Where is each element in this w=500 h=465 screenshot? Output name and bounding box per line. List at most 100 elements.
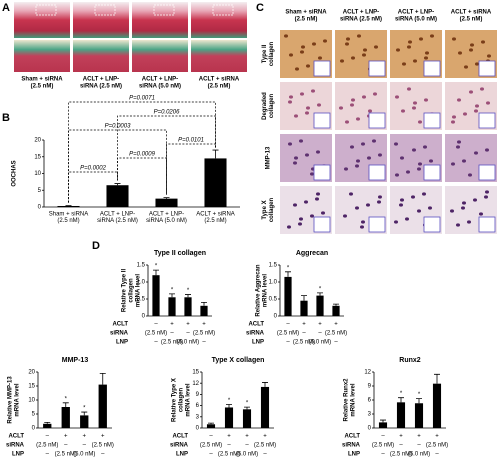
histology-image [132, 2, 188, 38]
condition-cell: + [227, 434, 231, 440]
cell [419, 37, 423, 41]
condition-cell: (2.5 nM) [218, 452, 240, 458]
histology-image [14, 2, 70, 38]
significance-mark: * [228, 398, 231, 404]
cell [357, 34, 361, 38]
condition-cell: – [381, 452, 385, 458]
cell [288, 100, 292, 104]
chart-title: Aggrecan [296, 250, 328, 257]
cell [424, 98, 428, 102]
chart-title: Type II collagen [154, 250, 206, 257]
error-bar [333, 303, 339, 306]
cell [462, 201, 466, 205]
cell [407, 87, 411, 91]
y-axis-label: mRNA level [136, 274, 142, 307]
cell [422, 192, 426, 196]
cell [394, 220, 398, 224]
inset [423, 216, 441, 233]
condition-cell: – [381, 434, 385, 440]
cell [304, 200, 308, 204]
cell [345, 42, 349, 46]
cell [366, 203, 370, 207]
y-tick-label: 12 [364, 370, 371, 376]
cell [362, 95, 366, 99]
condition-cell: + [263, 434, 267, 440]
y-tick-label: 5 [32, 412, 36, 418]
cell [377, 200, 381, 204]
cell [367, 156, 371, 160]
chart-title: Type X collagen [212, 357, 265, 364]
cell [468, 173, 472, 177]
condition-cell: + [170, 322, 174, 328]
cell [361, 142, 365, 146]
row-label: Type X [262, 200, 268, 219]
cell [343, 214, 347, 218]
condition-label: siRNA [170, 443, 189, 449]
cell [400, 198, 404, 202]
histology-image [73, 40, 129, 72]
cell [456, 145, 460, 149]
condition-cell: – [170, 331, 174, 337]
cell [423, 145, 427, 149]
condition-cell: – [154, 322, 158, 328]
cell [470, 43, 474, 47]
condition-cell: + [186, 322, 190, 328]
condition-cell: – [263, 452, 267, 458]
cell [355, 206, 359, 210]
bar [80, 415, 89, 428]
cell [360, 225, 364, 229]
bar [200, 305, 208, 316]
column-label: siRNA (5.0 nM) [395, 17, 437, 23]
inset [423, 60, 441, 77]
condition-cell: (2.5 nM) [390, 452, 412, 458]
cell [288, 142, 292, 146]
inset [368, 164, 386, 181]
condition-cell: – [101, 452, 105, 458]
image-label: (2.5 nM) [31, 84, 54, 90]
condition-cell: (5.0 nM) [73, 452, 95, 458]
condition-cell: (2.5 nM) [161, 340, 183, 346]
significance-bracket [166, 143, 216, 195]
error-bar [153, 269, 159, 276]
cell [474, 109, 478, 113]
cell [463, 112, 467, 116]
y-tick-label: 6 [368, 398, 372, 404]
bar [43, 423, 52, 428]
significance-mark: * [187, 288, 190, 294]
cell [373, 92, 377, 96]
p-value: P=0.0002 [80, 166, 107, 172]
cell [363, 48, 367, 52]
inset [478, 112, 496, 129]
row-label: collagen [269, 197, 275, 222]
y-tick-label: 3 [196, 414, 200, 420]
cell [362, 53, 366, 57]
error-bar [380, 419, 386, 423]
cell [405, 217, 409, 221]
panel-label: C [256, 2, 264, 14]
condition-cell: + [399, 434, 403, 440]
cell [300, 50, 304, 54]
condition-cell: + [334, 322, 338, 328]
inset [313, 216, 331, 233]
y-tick-label: 20 [28, 370, 35, 376]
bar [155, 198, 178, 207]
significance-bracket [68, 129, 167, 203]
condition-cell: (2.5 nM) [200, 443, 222, 449]
cell [407, 45, 411, 49]
cell [452, 115, 456, 119]
significance-bracket [68, 171, 118, 203]
bar [396, 402, 406, 428]
condition-cell: (5.0 nM) [236, 452, 258, 458]
column-label: ACLT + LNP- [398, 10, 434, 16]
cell [462, 159, 466, 163]
cell [394, 142, 398, 146]
y-tick-label: 10 [28, 398, 35, 404]
cell [356, 159, 360, 163]
cell [318, 56, 322, 60]
condition-cell: – [417, 443, 421, 449]
cell [340, 59, 344, 63]
x-tick-label: Sham + siRNA [49, 212, 89, 218]
y-tick-label: 0 [142, 314, 146, 320]
condition-cell: + [417, 434, 421, 440]
cell [473, 198, 477, 202]
